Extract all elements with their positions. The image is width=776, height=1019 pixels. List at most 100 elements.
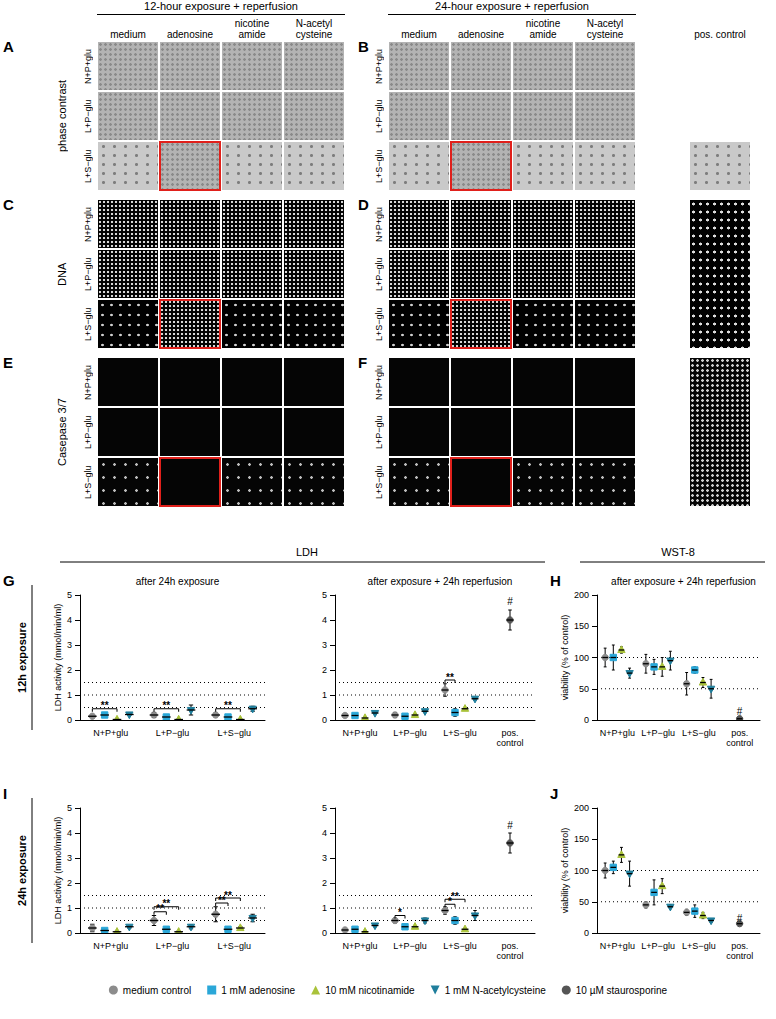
svg-text:N+P+glu: N+P+glu <box>600 941 635 951</box>
svg-text:3: 3 <box>322 853 327 863</box>
svg-text:pos.: pos. <box>501 728 518 738</box>
svg-text:LDH activity (mmol/min/ml): LDH activity (mmol/min/ml) <box>53 817 63 925</box>
svg-text:3: 3 <box>322 640 327 650</box>
svg-text:after exposure + 24h reperfusi: after exposure + 24h reperfusion <box>368 576 513 587</box>
svg-text:L+S−glu: L+S−glu <box>217 941 251 951</box>
svg-text:viability (% of control): viability (% of control) <box>560 828 570 914</box>
svg-text:N+P+glu: N+P+glu <box>600 728 635 738</box>
svg-text:*: * <box>398 907 402 918</box>
svg-text:pos.: pos. <box>731 941 748 951</box>
svg-text:L+P−glu: L+P−glu <box>393 728 427 738</box>
svg-text:medium control: medium control <box>123 985 191 996</box>
svg-text:5: 5 <box>67 803 72 813</box>
svg-text:pos.: pos. <box>731 728 748 738</box>
svg-text:pos.: pos. <box>501 941 518 951</box>
svg-text:control: control <box>496 951 523 961</box>
svg-text:after 24h exposure: after 24h exposure <box>136 576 220 587</box>
html-text:N-acetyl cysteine: N-acetyl cysteine <box>586 18 624 40</box>
svg-text:100: 100 <box>574 866 589 876</box>
svg-text:1: 1 <box>67 690 72 700</box>
svg-text:L+P−glu: L+P−glu <box>641 941 675 951</box>
svg-text:L+P−glu: L+P−glu <box>641 728 675 738</box>
svg-text:**: ** <box>162 898 170 909</box>
svg-text:viability (% of control): viability (% of control) <box>560 615 570 701</box>
svg-text:#: # <box>737 706 743 717</box>
svg-text:24h exposure: 24h exposure <box>16 835 28 906</box>
svg-text:L+S−glu: L+S−glu <box>682 728 716 738</box>
svg-text:L+P−glu: L+P−glu <box>393 941 427 951</box>
svg-text:control: control <box>496 738 523 748</box>
svg-text:L+S−glu: L+S−glu <box>217 728 251 738</box>
svg-text:10 µM staurosporine: 10 µM staurosporine <box>576 985 668 996</box>
svg-text:control: control <box>726 738 753 748</box>
svg-text:1: 1 <box>322 903 327 913</box>
svg-text:2: 2 <box>322 878 327 888</box>
svg-text:H: H <box>550 572 561 589</box>
svg-text:N+P+glu: N+P+glu <box>342 941 377 951</box>
svg-text:1 mM N-acetylcysteine: 1 mM N-acetylcysteine <box>445 985 547 996</box>
svg-text:200: 200 <box>574 590 589 600</box>
svg-text:0: 0 <box>584 715 589 725</box>
svg-text:1 mM adenosine: 1 mM adenosine <box>221 985 295 996</box>
svg-text:after exposure + 24h reperfusi: after exposure + 24h reperfusion <box>611 576 756 587</box>
svg-text:12h exposure: 12h exposure <box>16 622 28 693</box>
svg-text:**: ** <box>224 890 232 901</box>
svg-text:L+S−glu: L+S−glu <box>443 941 477 951</box>
svg-text:150: 150 <box>574 621 589 631</box>
html-text:nicotine amide: nicotine amide <box>234 18 270 40</box>
svg-text:G: G <box>3 572 15 589</box>
svg-text:2: 2 <box>67 878 72 888</box>
svg-text:2: 2 <box>67 665 72 675</box>
svg-text:3: 3 <box>67 640 72 650</box>
html-text:nicotine amide: nicotine amide <box>525 18 561 40</box>
svg-text:5: 5 <box>67 590 72 600</box>
svg-text:L+P−glu: L+P−glu <box>156 728 190 738</box>
svg-text:#: # <box>507 596 513 607</box>
svg-text:5: 5 <box>322 590 327 600</box>
svg-text:**: ** <box>101 700 109 711</box>
svg-text:4: 4 <box>322 615 327 625</box>
svg-text:LDH activity (mmol/min/ml): LDH activity (mmol/min/ml) <box>53 604 63 712</box>
svg-text:L+P−glu: L+P−glu <box>156 941 190 951</box>
html-text:DNA: DNA <box>56 262 68 286</box>
svg-text:4: 4 <box>322 828 327 838</box>
svg-text:L+S−glu: L+S−glu <box>443 728 477 738</box>
svg-text:0: 0 <box>67 715 72 725</box>
svg-text:200: 200 <box>574 803 589 813</box>
svg-text:WST-8: WST-8 <box>661 546 695 558</box>
svg-text:#: # <box>737 913 743 924</box>
svg-text:100: 100 <box>574 653 589 663</box>
svg-text:5: 5 <box>322 803 327 813</box>
svg-text:N+P+glu: N+P+glu <box>93 728 128 738</box>
svg-text:1: 1 <box>322 690 327 700</box>
svg-text:10 mM nicotinamide: 10 mM nicotinamide <box>325 985 415 996</box>
svg-text:#: # <box>507 820 513 831</box>
svg-text:J: J <box>550 785 558 802</box>
svg-text:**: ** <box>162 700 170 711</box>
svg-text:0: 0 <box>322 928 327 938</box>
svg-text:1: 1 <box>67 903 72 913</box>
svg-text:0: 0 <box>67 928 72 938</box>
svg-text:L+S−glu: L+S−glu <box>682 941 716 951</box>
svg-text:**: ** <box>451 891 459 902</box>
html-text:N-acetyl cysteine: N-acetyl cysteine <box>295 18 333 40</box>
svg-text:50: 50 <box>579 684 589 694</box>
svg-text:0: 0 <box>322 715 327 725</box>
svg-text:4: 4 <box>67 615 72 625</box>
svg-text:2: 2 <box>322 665 327 675</box>
svg-text:**: ** <box>224 700 232 711</box>
svg-text:0: 0 <box>584 928 589 938</box>
svg-text:control: control <box>726 951 753 961</box>
html-text:12-hour exposure + reperfusion: 12-hour exposure + reperfusion <box>144 0 298 12</box>
html-text:phase contrast: phase contrast <box>56 79 68 153</box>
svg-text:I: I <box>3 785 7 802</box>
svg-text:N+P+glu: N+P+glu <box>342 728 377 738</box>
svg-text:**: ** <box>446 672 454 683</box>
svg-text:N+P+glu: N+P+glu <box>93 941 128 951</box>
svg-text:3: 3 <box>67 853 72 863</box>
svg-text:150: 150 <box>574 834 589 844</box>
svg-text:4: 4 <box>67 828 72 838</box>
svg-text:50: 50 <box>579 897 589 907</box>
html-text:24-hour exposure + reperfusion: 24-hour exposure + reperfusion <box>435 0 589 12</box>
svg-text:LDH: LDH <box>296 546 318 558</box>
